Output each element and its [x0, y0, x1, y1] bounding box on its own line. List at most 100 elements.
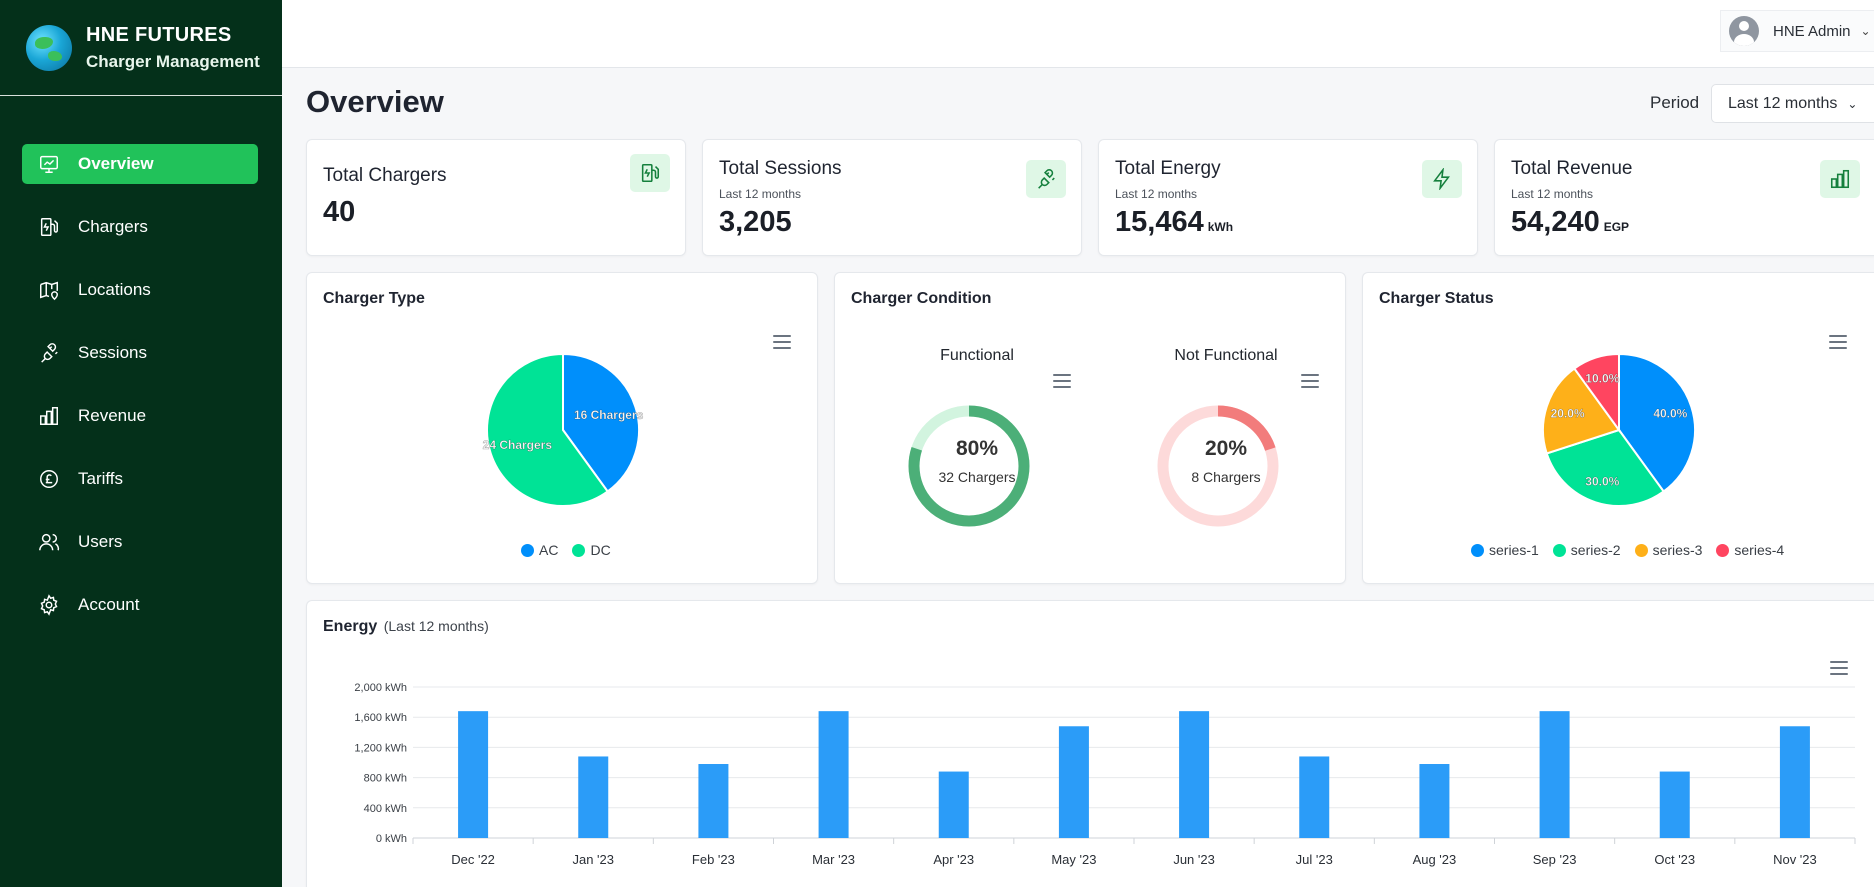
pie-slice-ac[interactable] — [562, 352, 640, 493]
period-select[interactable]: Last 12 months ⌄ — [1711, 84, 1874, 123]
legend-item[interactable]: series-4 — [1716, 542, 1784, 558]
chart-menu-icon[interactable] — [1829, 335, 1847, 349]
energy-bar[interactable] — [1179, 711, 1210, 838]
charger-type-pie: 16 Chargers 24 Chargers — [482, 352, 644, 507]
pie-slice-dc[interactable] — [486, 352, 610, 507]
chart-menu-icon[interactable] — [773, 335, 791, 349]
energy-bar[interactable] — [458, 711, 489, 838]
panel-title: Energy (Last 12 months) — [323, 618, 489, 635]
sidebar-nav: Overview Chargers Locations Sessions Rev… — [22, 144, 258, 648]
chevron-down-icon: ⌄ — [1860, 24, 1871, 38]
lightning-icon — [1422, 160, 1462, 198]
y-tick-label: 0 kWh — [376, 833, 407, 845]
functional-label: Functional — [940, 347, 1014, 364]
y-tick-label: 1,600 kWh — [354, 712, 407, 724]
stat-title: Total Revenue — [1511, 158, 1633, 179]
pie-slice-series-4[interactable] — [1572, 352, 1620, 434]
plug-icon — [1026, 160, 1066, 198]
panel-title: Charger Type — [323, 290, 425, 307]
pie-slice-series-1[interactable] — [1618, 352, 1696, 493]
pie-data-label: 16 Chargers — [574, 408, 644, 422]
sidebar-item-tariffs[interactable]: Tariffs — [22, 459, 258, 499]
panel-title: Charger Condition — [851, 290, 992, 307]
x-tick-label: Apr '23 — [933, 852, 974, 867]
sidebar-item-sessions[interactable]: Sessions — [22, 333, 258, 373]
chart-menu-icon[interactable] — [1053, 374, 1071, 388]
energy-bar[interactable] — [1779, 726, 1810, 838]
stat-card-total-sessions: Total Sessions Last 12 months 3,205 — [702, 139, 1082, 256]
page-title: Overview — [306, 84, 444, 119]
chart-menu-icon[interactable] — [1301, 374, 1319, 388]
map-pin-icon — [38, 279, 60, 301]
legend-item[interactable]: AC — [521, 542, 558, 558]
brand-title: HNE FUTURES — [86, 23, 232, 46]
x-tick-label: Jan '23 — [572, 852, 614, 867]
stat-card-total-energy: Total Energy Last 12 months 15,464 kWh — [1098, 139, 1478, 256]
stat-subtitle: Last 12 months — [1115, 187, 1198, 201]
energy-bar[interactable] — [578, 756, 609, 838]
monitor-chart-icon — [38, 153, 60, 175]
y-tick-label: 800 kWh — [364, 773, 407, 785]
not-functional-donut-arc[interactable] — [1157, 405, 1279, 527]
energy-bar[interactable] — [1539, 711, 1570, 838]
plug-icon — [38, 342, 60, 364]
period-label: Period — [1650, 93, 1700, 112]
sidebar-item-revenue[interactable]: Revenue — [22, 396, 258, 436]
stat-unit: EGP — [1603, 220, 1630, 234]
sidebar-item-chargers[interactable]: Chargers — [22, 207, 258, 247]
functional-donut-arc[interactable] — [908, 405, 1030, 527]
legend-item[interactable]: series-1 — [1471, 542, 1539, 558]
users-icon — [38, 531, 60, 553]
x-tick-label: Jul '23 — [1296, 852, 1333, 867]
brand[interactable]: HNE FUTURES Charger Management — [0, 0, 282, 96]
bar-chart-icon — [1820, 160, 1860, 198]
x-tick-label: Feb '23 — [692, 852, 735, 867]
stat-subtitle: Last 12 months — [1511, 187, 1594, 201]
stat-unit: kWh — [1207, 220, 1234, 234]
user-name: HNE Admin — [1773, 22, 1851, 40]
chart-menu-icon[interactable] — [1830, 661, 1848, 675]
stat-title: Total Energy — [1115, 158, 1221, 179]
energy-card: Energy (Last 12 months) 0 kWh 400 kWh 800 … — [306, 600, 1874, 887]
energy-bar[interactable] — [698, 764, 729, 838]
stat-subtitle: Last 12 months — [719, 187, 802, 201]
fuel-pump-icon — [38, 216, 60, 238]
sidebar-item-label: Users — [78, 532, 123, 551]
energy-bar[interactable] — [1299, 756, 1330, 838]
stat-title: Total Chargers — [323, 165, 447, 186]
y-tick-label: 1,200 kWh — [354, 742, 407, 754]
globe-logo-icon — [26, 24, 72, 71]
energy-bar[interactable] — [1659, 771, 1690, 838]
pie-data-label: 24 Chargers — [483, 438, 553, 452]
legend-item[interactable]: series-3 — [1634, 542, 1702, 558]
x-tick-label: Mar '23 — [812, 852, 855, 867]
not-functional-percent: 20% — [1204, 437, 1248, 460]
energy-bar[interactable] — [938, 771, 969, 838]
charger-status-pie: 40.0% 30.0% 20.0% 10.0% — [1542, 352, 1696, 507]
stat-value: 15,464 kWh — [1115, 206, 1234, 238]
sidebar-item-locations[interactable]: Locations — [22, 270, 258, 310]
pie-slice-series-2[interactable] — [1545, 428, 1666, 507]
energy-bar[interactable] — [818, 711, 849, 838]
energy-bar-chart: 0 kWh 400 kWh 800 kWh 1,200 kWh 1,600 kWh 2,0… — [354, 682, 1856, 867]
energy-bar[interactable] — [1058, 726, 1089, 838]
sidebar-item-label: Revenue — [78, 406, 147, 425]
sidebar-item-users[interactable]: Users — [22, 522, 258, 562]
pie-data-label: 40.0% — [1653, 406, 1687, 420]
stat-title: Total Sessions — [719, 158, 842, 179]
pie-slice-series-3[interactable] — [1542, 367, 1621, 455]
bar-chart-icon — [38, 405, 60, 427]
x-tick-label: Jun '23 — [1173, 852, 1215, 867]
legend-item[interactable]: series-2 — [1552, 542, 1621, 558]
stat-value: 54,240 EGP — [1511, 206, 1630, 238]
sidebar-item-account[interactable]: Account — [22, 585, 258, 625]
sidebar-item-overview[interactable]: Overview — [22, 144, 258, 184]
stat-value: 40 — [323, 196, 356, 228]
sidebar-item-label: Account — [78, 595, 140, 614]
user-menu[interactable]: HNE Admin ⌄ — [1720, 10, 1874, 52]
pie-data-label: 20.0% — [1551, 406, 1585, 420]
pie-data-label: 10.0% — [1585, 372, 1619, 386]
legend-item[interactable]: DC — [572, 542, 611, 558]
period-value: Last 12 months — [1728, 94, 1838, 112]
energy-bar[interactable] — [1419, 764, 1450, 838]
